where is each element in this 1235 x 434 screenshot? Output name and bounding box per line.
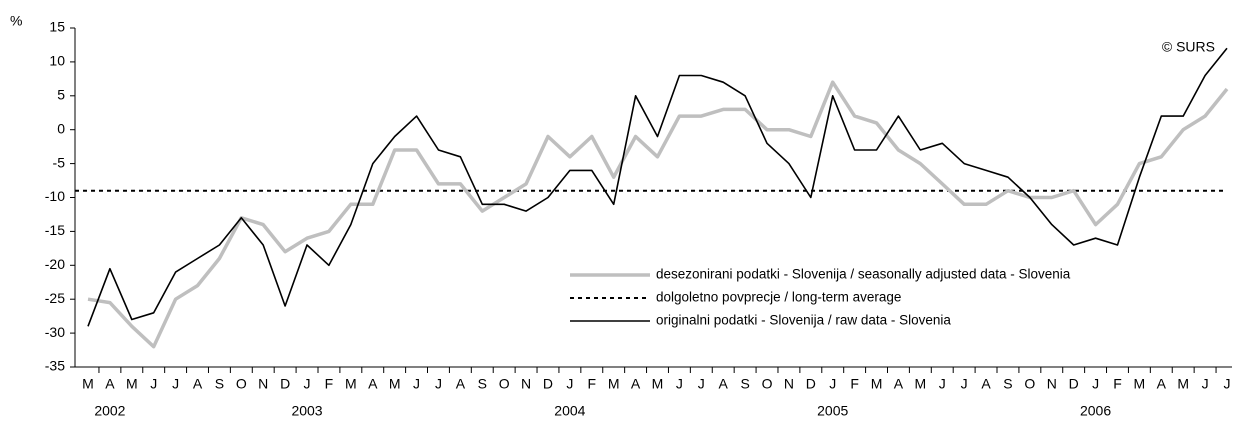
y-tick-label: -15 (45, 222, 65, 238)
x-tick-label: S (740, 376, 749, 392)
x-tick-label: A (631, 376, 641, 392)
x-tick-label: J (304, 376, 311, 392)
x-tick-label: A (719, 376, 729, 392)
legend-label: desezonirani podatki - Slovenija / seaso… (656, 267, 1071, 282)
y-tick-label: 5 (57, 87, 65, 103)
x-tick-label: O (499, 376, 510, 392)
x-tick-label: J (676, 376, 683, 392)
x-tick-label: N (258, 376, 268, 392)
y-tick-label: -5 (53, 154, 66, 170)
series-line (87, 80, 1229, 349)
x-tick-label: J (413, 376, 420, 392)
x-tick-label: J (1224, 376, 1231, 392)
annotation: © SURS (1162, 39, 1215, 55)
x-tick-label: A (456, 376, 466, 392)
x-tick-label: F (1113, 376, 1122, 392)
x-tick-label: M (82, 376, 94, 392)
y-tick-label: 10 (49, 53, 65, 69)
x-tick-label: N (521, 376, 531, 392)
x-tick-label: M (345, 376, 357, 392)
x-tick-label: S (1003, 376, 1012, 392)
x-tick-label: J (961, 376, 968, 392)
x-tick-label: M (915, 376, 927, 392)
x-tick-label: A (981, 376, 991, 392)
x-tick-label: J (698, 376, 705, 392)
x-tick-label: J (435, 376, 442, 392)
x-tick-label: F (588, 376, 597, 392)
x-tick-label: F (850, 376, 859, 392)
x-tick-label: J (150, 376, 157, 392)
x-tick-label: J (939, 376, 946, 392)
x-tick-label: O (762, 376, 773, 392)
x-tick-label: M (608, 376, 620, 392)
x-tick-label: O (1024, 376, 1035, 392)
y-axis-label: % (10, 13, 22, 29)
x-tick-label: D (1069, 376, 1079, 392)
x-tick-label: F (325, 376, 334, 392)
x-tick-label: A (193, 376, 203, 392)
x-tick-label: A (105, 376, 115, 392)
y-tick-label: 0 (57, 120, 65, 136)
legend-label: dolgoletno povprecje / long-term average (656, 290, 901, 305)
x-tick-label: A (1157, 376, 1167, 392)
x-tick-label: J (829, 376, 836, 392)
x-tick-label: M (1134, 376, 1146, 392)
x-tick-label: D (543, 376, 553, 392)
x-tick-label: M (871, 376, 883, 392)
x-tick-label: N (784, 376, 794, 392)
x-tick-label: N (1047, 376, 1057, 392)
year-label: 2002 (94, 403, 125, 419)
x-tick-label: D (806, 376, 816, 392)
year-label: 2004 (554, 403, 585, 419)
year-label: 2003 (291, 403, 322, 419)
y-tick-label: -20 (45, 256, 65, 272)
x-tick-label: M (389, 376, 401, 392)
x-tick-label: S (215, 376, 224, 392)
x-tick-label: A (894, 376, 904, 392)
year-label: 2005 (817, 403, 848, 419)
x-tick-label: J (1202, 376, 1209, 392)
x-tick-label: J (172, 376, 179, 392)
x-tick-label: M (1177, 376, 1189, 392)
x-tick-label: M (126, 376, 138, 392)
x-tick-label: M (652, 376, 664, 392)
y-tick-label: 15 (49, 19, 65, 35)
legend-label: originalni podatki - Slovenija / raw dat… (656, 313, 951, 328)
x-tick-label: A (368, 376, 378, 392)
x-tick-label: J (1092, 376, 1099, 392)
y-tick-label: -10 (45, 188, 65, 204)
x-tick-label: O (236, 376, 247, 392)
x-tick-label: J (566, 376, 573, 392)
x-tick-label: D (280, 376, 290, 392)
x-tick-label: S (478, 376, 487, 392)
year-label: 2006 (1080, 403, 1111, 419)
series-line (87, 47, 1228, 327)
y-tick-label: -35 (45, 358, 65, 374)
y-tick-label: -30 (45, 324, 65, 340)
y-tick-label: -25 (45, 290, 65, 306)
